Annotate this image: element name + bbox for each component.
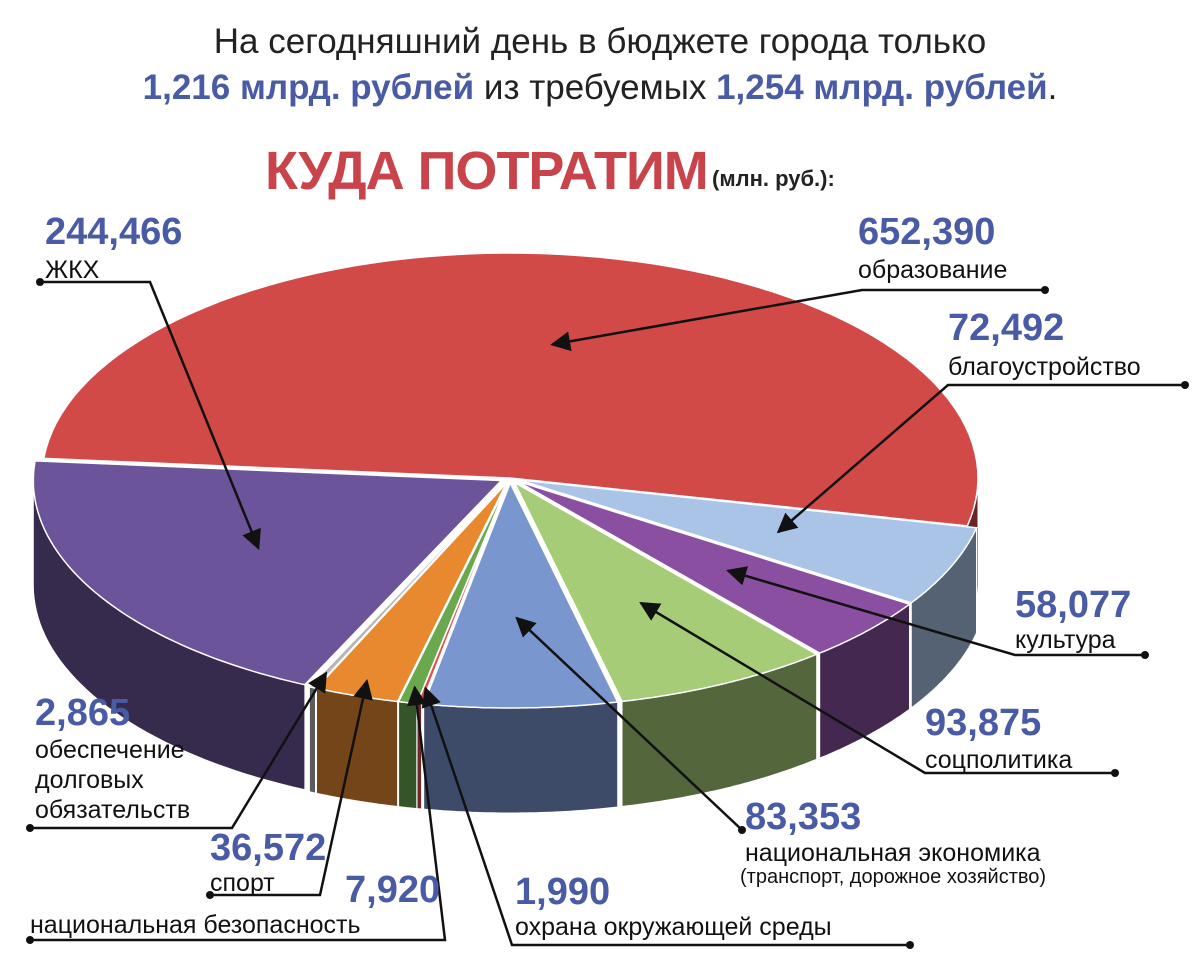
value-label: 72,492 [948, 307, 1065, 349]
value-label: 83,353 [745, 796, 862, 838]
leader-line [30, 671, 328, 830]
value-label: 36,572 [210, 827, 327, 869]
value-label: 652,390 [858, 211, 996, 253]
slice-side [316, 687, 399, 808]
category-label: спорт [210, 869, 275, 897]
category-label: образование [858, 256, 1008, 284]
slice-side [308, 686, 316, 794]
title-amount: 1,216 млрд. рублей [142, 68, 475, 107]
category-label: обеспечение долговых обязательств [35, 736, 191, 824]
leader-line [40, 280, 261, 551]
unit: (млн. руб.): [712, 166, 835, 191]
slice [512, 480, 819, 703]
value-label: 7,920 [345, 869, 441, 911]
value-label: 58,077 [1015, 584, 1132, 626]
value-label: 1,990 [515, 871, 611, 913]
category-label: благоустройство [948, 353, 1141, 381]
leader-line [421, 686, 910, 947]
value-label: 244,466 [45, 211, 183, 253]
slice [519, 479, 978, 604]
category-label: соцполитика [925, 746, 1073, 774]
slice [517, 480, 912, 654]
slice-side [398, 701, 418, 810]
category-label: культура [1015, 626, 1116, 654]
leader-line [210, 678, 373, 897]
category-label: национальная экономика [745, 839, 1041, 867]
heading: КУДА ПОТРАТИМ [265, 141, 709, 201]
slice-side [423, 701, 619, 814]
leader-line [639, 601, 1115, 775]
title: На сегодняшний день в бюджете города тол… [213, 22, 987, 61]
title-text: . [1047, 68, 1058, 107]
value-label: 93,875 [925, 702, 1042, 744]
slice [42, 252, 979, 527]
category-label: ЖКХ [45, 256, 100, 284]
category-label: охрана окружающей среды [515, 913, 832, 941]
leader-line [776, 383, 1185, 534]
slice [32, 460, 504, 686]
slice [422, 481, 619, 709]
title-line2: 1,216 млрд. рублей из требуемых 1,254 мл… [0, 68, 1200, 108]
leader-line [726, 566, 1145, 657]
leader-line [550, 288, 1045, 352]
value-label: 2,865 [35, 692, 131, 734]
annotation: (транспорт, дорожное хозяйство) [740, 866, 1047, 888]
category-label: национальная безопасность [30, 911, 361, 939]
leader-line [515, 616, 743, 831]
leader-line [30, 685, 447, 942]
title-text: из требуемых [483, 68, 707, 107]
title-amount: 1,254 млрд. рублей [716, 68, 1048, 107]
